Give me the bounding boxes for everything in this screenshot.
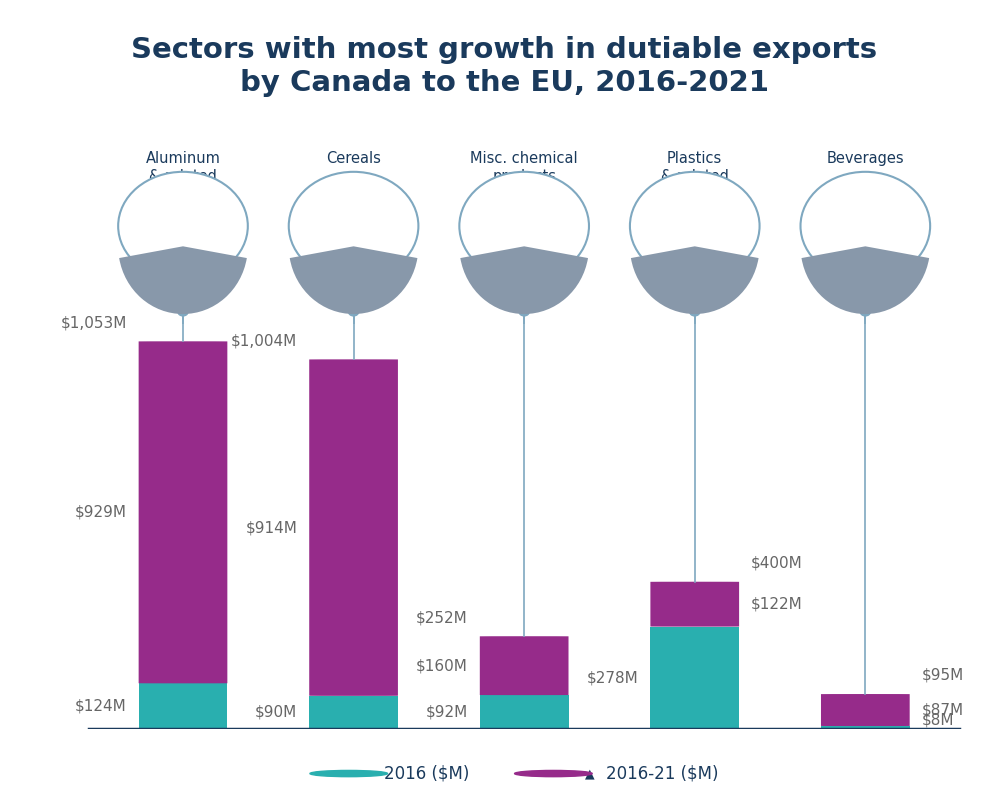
FancyBboxPatch shape bbox=[139, 341, 228, 684]
Wedge shape bbox=[289, 246, 417, 314]
Text: $8M: $8M bbox=[921, 713, 955, 727]
Text: $160M: $160M bbox=[416, 659, 468, 673]
FancyBboxPatch shape bbox=[480, 636, 569, 695]
Text: Aluminum
& related: Aluminum & related bbox=[145, 151, 221, 184]
Ellipse shape bbox=[118, 172, 248, 280]
Text: Cereals: Cereals bbox=[327, 151, 381, 166]
Text: $122M: $122M bbox=[751, 597, 802, 612]
Text: $278M: $278M bbox=[587, 671, 638, 685]
Wedge shape bbox=[119, 246, 247, 314]
Ellipse shape bbox=[630, 172, 760, 280]
FancyBboxPatch shape bbox=[309, 360, 398, 696]
Text: Beverages: Beverages bbox=[827, 151, 904, 166]
Text: Sectors with most growth in dutiable exports: Sectors with most growth in dutiable exp… bbox=[131, 36, 877, 65]
Text: $929M: $929M bbox=[75, 505, 127, 520]
Text: $252M: $252M bbox=[416, 610, 468, 625]
Wedge shape bbox=[801, 246, 929, 314]
Bar bbox=[821, 726, 909, 729]
Text: $92M: $92M bbox=[425, 705, 468, 719]
Text: $90M: $90M bbox=[255, 705, 297, 720]
Ellipse shape bbox=[288, 172, 418, 280]
Text: $914M: $914M bbox=[245, 520, 297, 535]
Text: by Canada to the EU, 2016-2021: by Canada to the EU, 2016-2021 bbox=[240, 69, 768, 97]
Text: $400M: $400M bbox=[751, 556, 802, 571]
Text: $87M: $87M bbox=[921, 702, 964, 718]
Wedge shape bbox=[631, 246, 759, 314]
Ellipse shape bbox=[460, 172, 589, 280]
Text: 2016-21 ($M): 2016-21 ($M) bbox=[606, 765, 719, 782]
FancyBboxPatch shape bbox=[650, 582, 739, 627]
Circle shape bbox=[514, 770, 592, 777]
Bar bbox=[650, 627, 739, 729]
Text: $1,004M: $1,004M bbox=[231, 333, 297, 348]
Wedge shape bbox=[461, 246, 588, 314]
Text: $95M: $95M bbox=[921, 668, 964, 683]
Text: ▲: ▲ bbox=[585, 767, 595, 780]
Text: $124M: $124M bbox=[75, 699, 127, 714]
Text: $1,053M: $1,053M bbox=[60, 315, 127, 330]
Bar bbox=[480, 695, 569, 729]
Bar bbox=[309, 696, 398, 729]
Circle shape bbox=[309, 770, 387, 777]
Ellipse shape bbox=[800, 172, 930, 280]
FancyBboxPatch shape bbox=[821, 694, 909, 726]
Text: Misc. chemical
products: Misc. chemical products bbox=[471, 151, 578, 184]
Text: 2016 ($M): 2016 ($M) bbox=[384, 765, 470, 782]
Text: Plastics
& related: Plastics & related bbox=[661, 151, 729, 184]
Bar bbox=[139, 684, 228, 729]
